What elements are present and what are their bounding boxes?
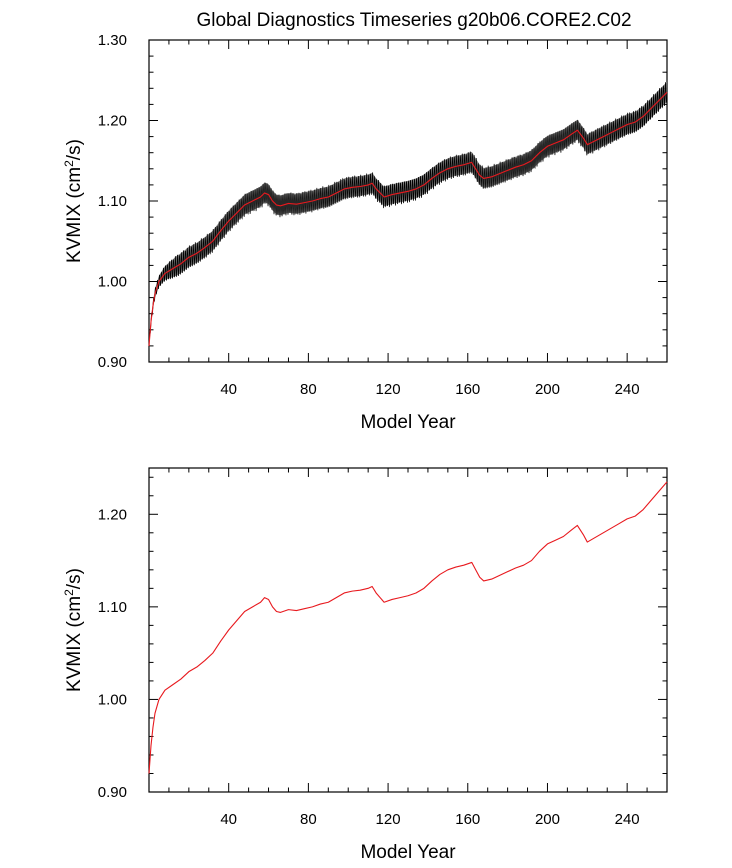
- y-tick-label: 1.00: [98, 274, 127, 291]
- y-tick-label: 1.20: [98, 113, 127, 130]
- x-tick-label: 200: [535, 381, 560, 398]
- plot-frame: [148, 467, 668, 793]
- y-tick-label: 1.20: [98, 506, 127, 523]
- x-tick-label: 40: [220, 811, 237, 828]
- y-tick-label: 1.30: [98, 32, 127, 49]
- y-tick-label: 1.00: [98, 691, 127, 708]
- y-tick-label: 1.10: [98, 193, 127, 210]
- x-axis-label: Model Year: [360, 842, 456, 863]
- x-tick-label: 120: [376, 811, 401, 828]
- annual-mean-series-line: [148, 91, 668, 346]
- plot-frame: [148, 39, 668, 363]
- x-tick-label: 40: [220, 381, 237, 398]
- chart-title: Global Diagnostics Timeseries g20b06.COR…: [196, 10, 631, 31]
- y-tick-label: 1.10: [98, 599, 127, 616]
- x-tick-label: 240: [615, 811, 640, 828]
- y-axis-label: KVMIX (cm2/s): [62, 139, 85, 263]
- y-tick-label: 0.90: [98, 354, 127, 371]
- x-axis-label: Model Year: [360, 412, 456, 433]
- annual-mean-series-line: [148, 481, 668, 774]
- x-tick-label: 80: [300, 381, 317, 398]
- x-tick-label: 80: [300, 811, 317, 828]
- x-tick-label: 240: [615, 381, 640, 398]
- y-tick-label: 0.90: [98, 784, 127, 801]
- top-panel: 40 80 120 160 200 240 0.90 1.00 1.10 1.20 1.30 Mode…: [62, 32, 668, 433]
- x-tick-label: 120: [376, 381, 401, 398]
- bottom-panel: 40 80 120 160 200 240 0.90 1.00 1.10 1.20 Model Ye…: [62, 467, 668, 863]
- x-tick-label: 200: [535, 811, 560, 828]
- x-tick-label: 160: [455, 811, 480, 828]
- y-axis-label: KVMIX (cm2/s): [62, 568, 85, 692]
- x-tick-label: 160: [455, 381, 480, 398]
